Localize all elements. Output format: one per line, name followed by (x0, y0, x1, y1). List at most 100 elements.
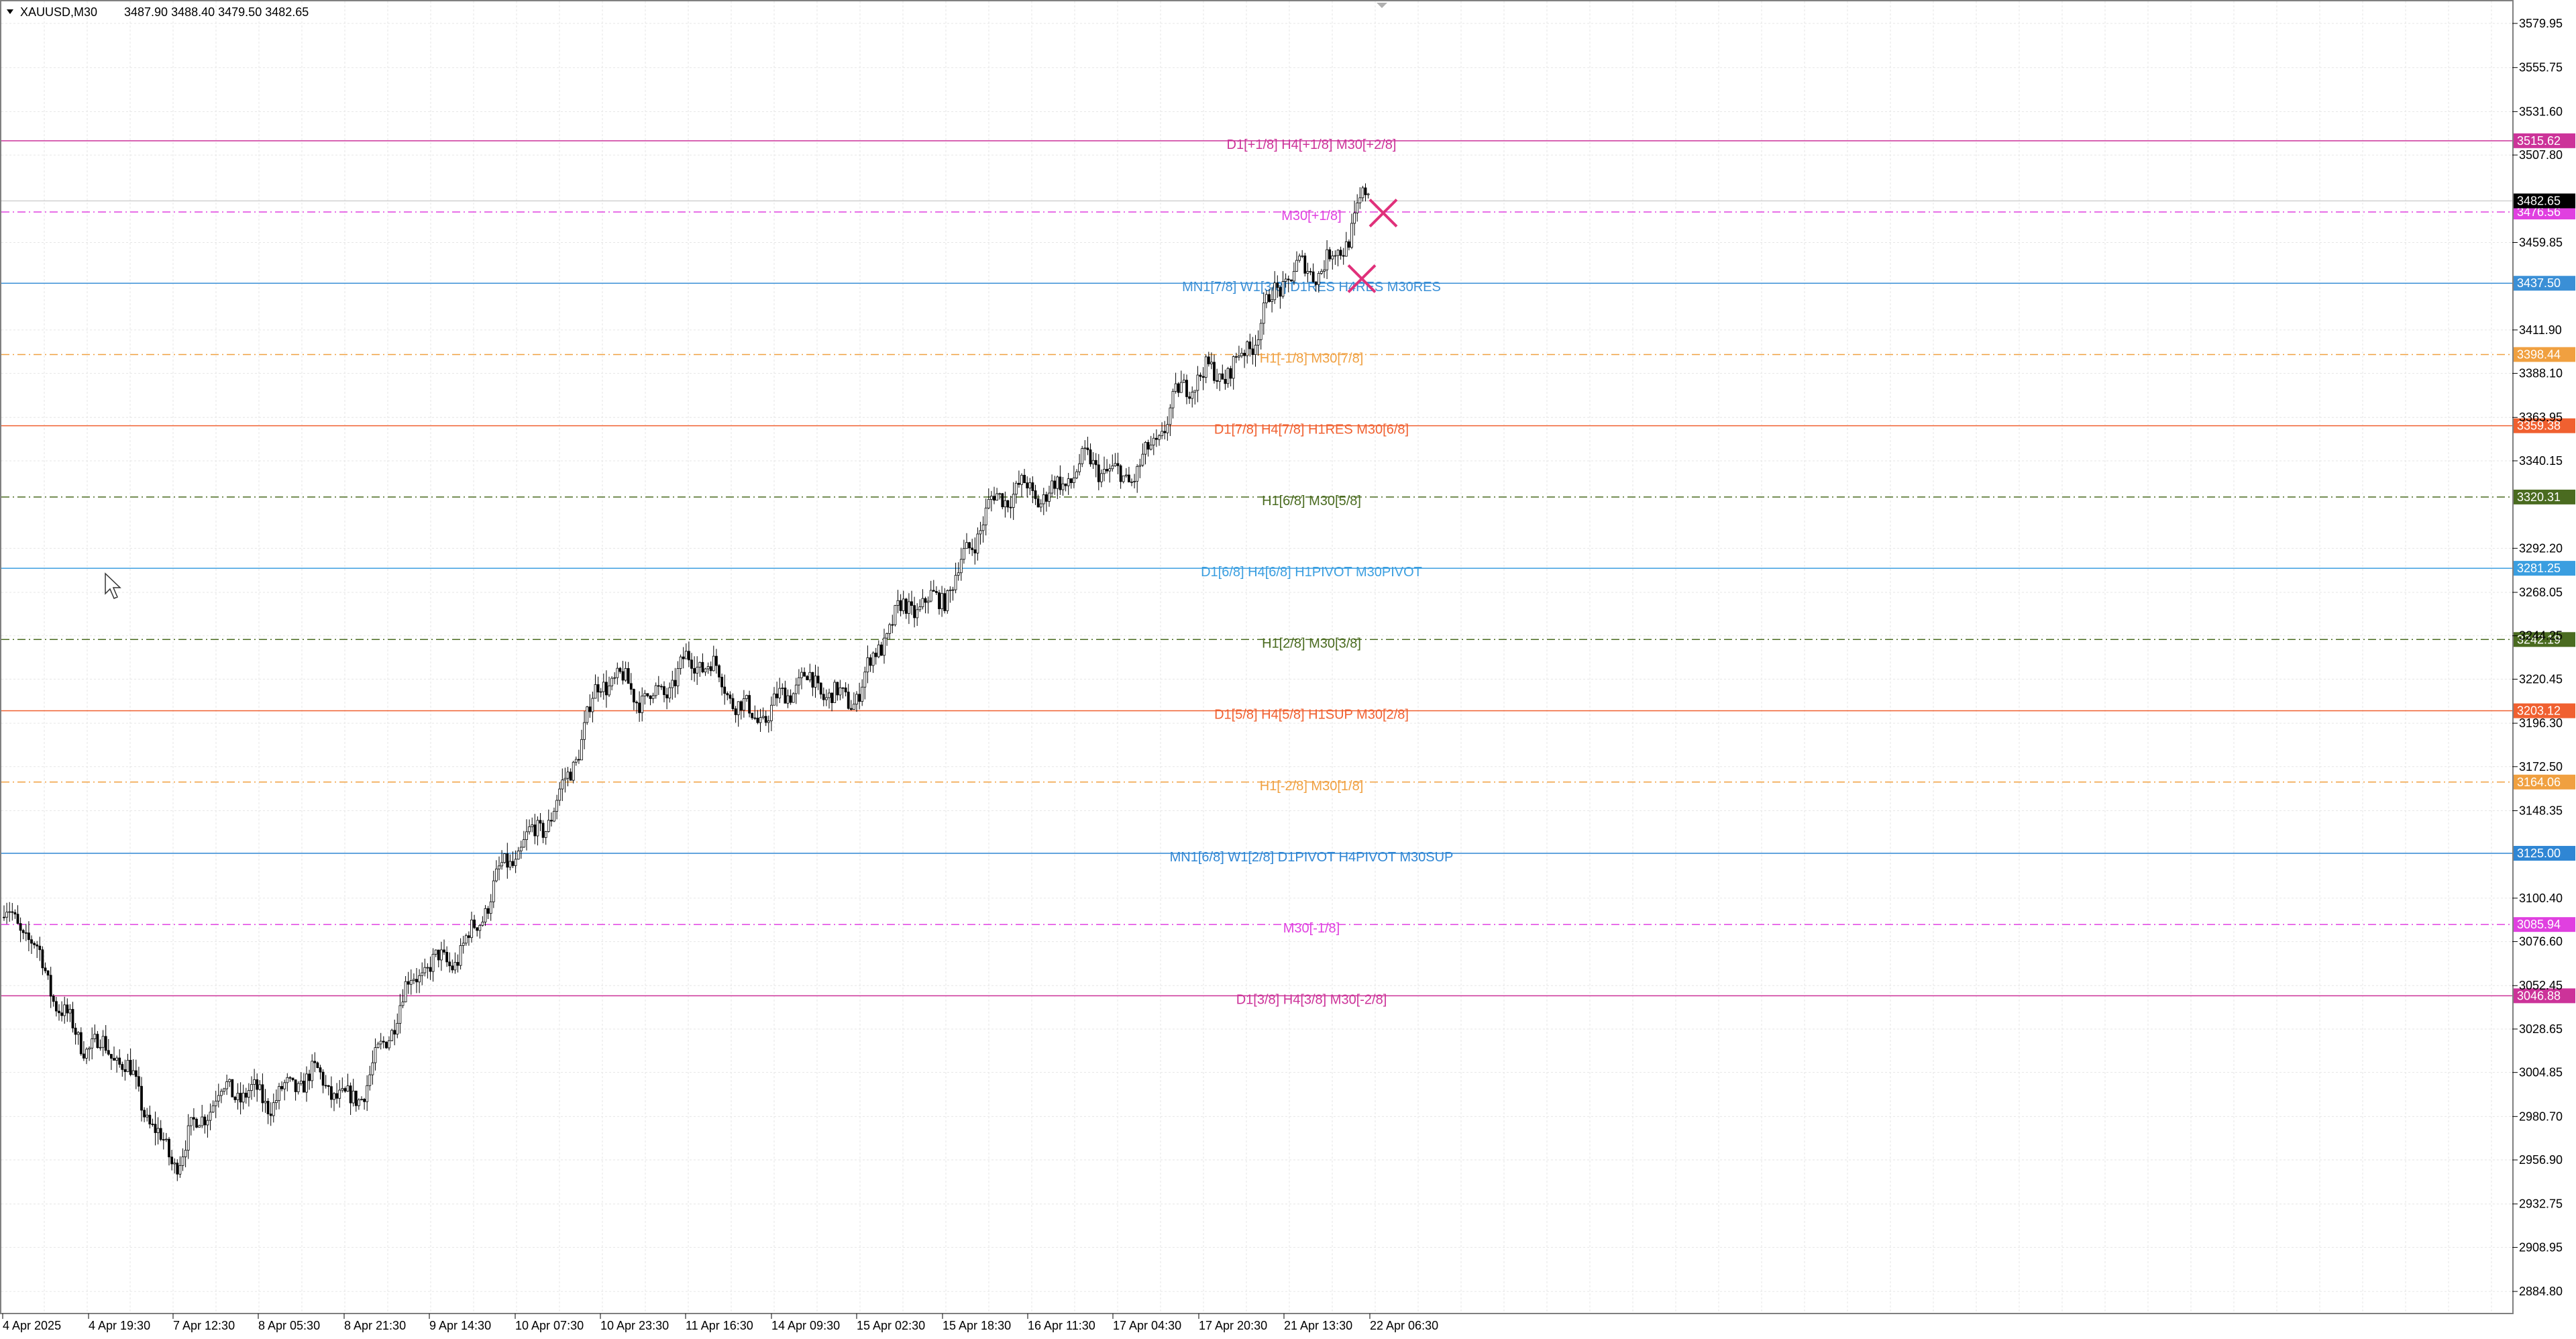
candle (1169, 404, 1172, 436)
candle (1059, 465, 1062, 495)
time-tick-label: 8 Apr 05:30 (258, 1319, 320, 1332)
candle (682, 647, 685, 669)
candle (841, 687, 845, 699)
candle (676, 661, 680, 694)
candle (1119, 464, 1122, 489)
level-price-tag-label: 3203.12 (2517, 704, 2561, 718)
candle (957, 562, 960, 581)
candle (1179, 370, 1183, 393)
candle (709, 661, 712, 676)
candle (443, 939, 445, 955)
candle (1188, 391, 1191, 405)
candle (473, 914, 476, 930)
price-tick-label: 3507.80 (2519, 148, 2563, 162)
candle (759, 708, 762, 732)
candle (228, 1078, 231, 1087)
candle (1364, 183, 1367, 202)
candle (941, 586, 943, 617)
level-price-tag-label: 3476.56 (2517, 205, 2561, 219)
candle (514, 850, 517, 873)
candle (539, 812, 542, 831)
candle (1026, 476, 1029, 498)
time-tick-label: 10 Apr 07:30 (515, 1319, 584, 1332)
candle (41, 946, 44, 975)
candle (770, 696, 773, 731)
candle (679, 654, 682, 675)
candle (1064, 483, 1067, 492)
candle (58, 1004, 60, 1021)
level-price-tag-label: 3320.31 (2517, 490, 2561, 504)
symbol-header[interactable]: XAUUSD,M30 3487.90 3488.40 3479.50 3482.… (7, 5, 309, 19)
candle (1232, 355, 1235, 390)
candle (393, 1019, 396, 1046)
candle (853, 692, 855, 710)
price-tick-label: 3244.25 (2519, 629, 2563, 643)
candle (671, 670, 674, 700)
candle (1356, 194, 1359, 222)
candle (121, 1061, 124, 1077)
candle (1020, 473, 1023, 497)
candle (891, 614, 894, 633)
candle (418, 969, 421, 994)
candle (720, 674, 723, 696)
candle (1336, 249, 1340, 267)
candle (756, 710, 759, 725)
candle (341, 1077, 344, 1093)
candle (38, 936, 42, 961)
candle (800, 667, 803, 690)
candle (464, 933, 468, 946)
candle (1177, 382, 1180, 397)
candle (495, 860, 498, 883)
triangle-down-icon[interactable] (7, 9, 13, 14)
candle (1028, 478, 1032, 495)
candle (739, 700, 743, 720)
candle (1196, 366, 1199, 403)
candle (71, 1002, 74, 1033)
candle (1317, 271, 1320, 293)
candle (1229, 366, 1232, 386)
candle (836, 682, 839, 701)
candle (1326, 240, 1328, 279)
candle (616, 662, 619, 685)
candle (1276, 275, 1279, 298)
candle (619, 667, 622, 674)
candle (1366, 193, 1370, 199)
candle (726, 691, 729, 700)
candle (426, 963, 429, 979)
candle (360, 1096, 363, 1101)
candle (734, 706, 737, 723)
candle (660, 684, 663, 690)
candle (462, 935, 465, 954)
candle (976, 527, 979, 561)
price-tick-label: 3052.45 (2519, 979, 2563, 992)
candle (297, 1081, 300, 1095)
candle (938, 590, 941, 615)
level-price-tag-label: 3242.19 (2517, 633, 2561, 646)
candle (189, 1117, 193, 1136)
candle (1036, 494, 1040, 508)
candle (1039, 499, 1042, 513)
candle (286, 1073, 289, 1091)
candle (1018, 470, 1020, 488)
candle (99, 1039, 102, 1051)
candle (423, 959, 427, 977)
candle (1240, 347, 1243, 358)
candle (1243, 350, 1246, 368)
candle (233, 1095, 237, 1103)
candle (143, 1107, 146, 1122)
candle (500, 850, 503, 870)
candle (1342, 248, 1345, 265)
candle (908, 593, 910, 625)
level-label: H1[-2/8] M30[1/8] (1260, 779, 1364, 794)
candle (830, 692, 833, 712)
candle (1185, 374, 1188, 405)
candle (335, 1083, 339, 1104)
candle (855, 691, 858, 712)
candle (492, 871, 495, 908)
candle (468, 931, 470, 946)
candle (305, 1066, 308, 1102)
candle (508, 854, 512, 871)
time-tick-label: 4 Apr 19:30 (89, 1319, 150, 1332)
candle (877, 640, 880, 659)
